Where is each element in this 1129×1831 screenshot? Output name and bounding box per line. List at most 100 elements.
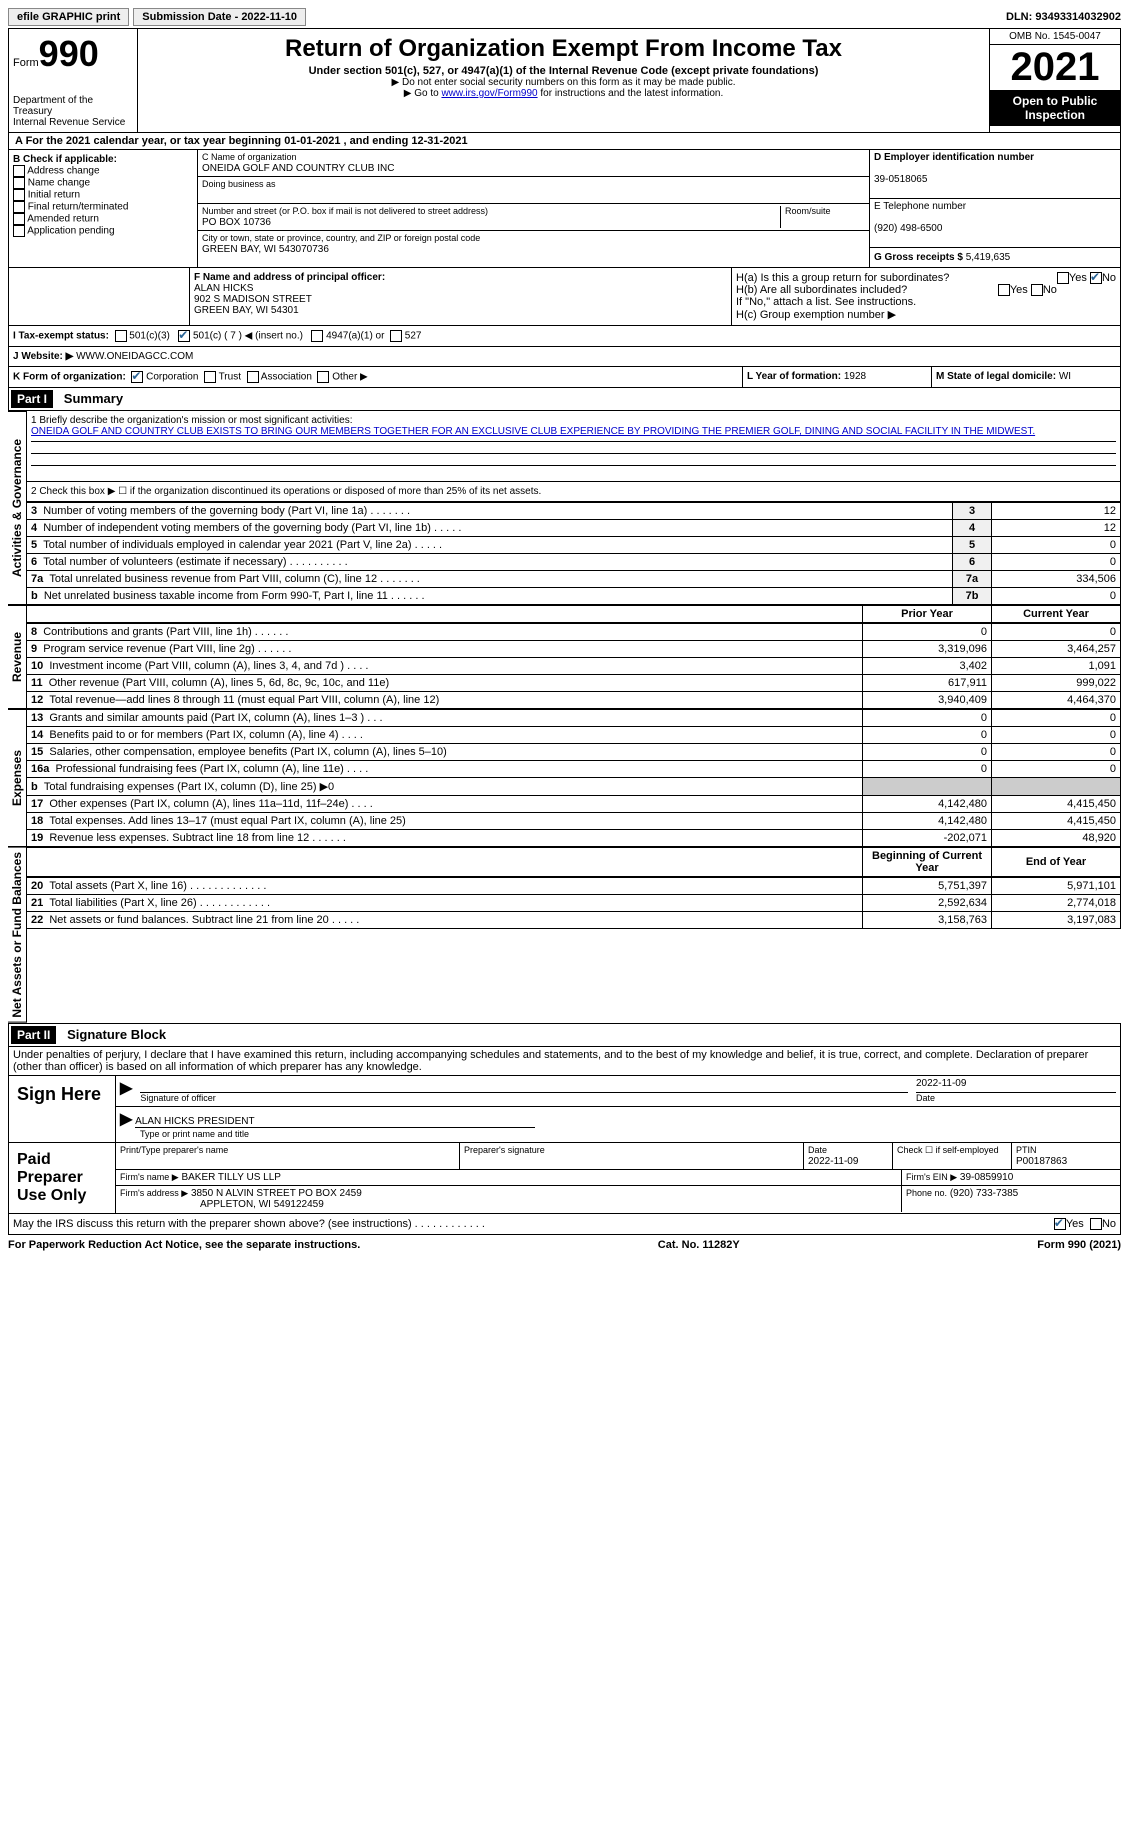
- tax-year: 2021: [990, 45, 1120, 90]
- table-row: 17 Other expenses (Part IX, column (A), …: [27, 796, 1121, 813]
- phone-label: E Telephone number: [874, 201, 966, 212]
- irs-label: Internal Revenue Service: [13, 117, 133, 128]
- hb-yes-checkbox[interactable]: [998, 284, 1010, 296]
- firm-addr2: APPLETON, WI 549122459: [120, 1199, 324, 1210]
- ein-value: 39-0518065: [874, 174, 927, 185]
- section-bcd: B Check if applicable: Address change Na…: [8, 150, 1121, 268]
- firm-ein-label: Firm's EIN ▶: [906, 1172, 957, 1182]
- arrow-icon: ▶: [120, 1111, 132, 1128]
- trust-checkbox[interactable]: [204, 371, 216, 383]
- table-row: 12 Total revenue—add lines 8 through 11 …: [27, 692, 1121, 709]
- tax-exempt-row: I Tax-exempt status: 501(c)(3) 501(c) ( …: [8, 326, 1121, 347]
- table-row: 4 Number of independent voting members o…: [27, 520, 1121, 537]
- table-row: 6 Total number of volunteers (estimate i…: [27, 554, 1121, 571]
- goto-note: ▶ Go to www.irs.gov/Form990 for instruct…: [142, 88, 985, 99]
- form-subtitle: Under section 501(c), 527, or 4947(a)(1)…: [142, 65, 985, 77]
- initial-return-checkbox[interactable]: [13, 189, 25, 201]
- name-change-checkbox[interactable]: [13, 177, 25, 189]
- net-header: Beginning of Current Year End of Year: [27, 847, 1121, 877]
- room-label: Room/suite: [785, 206, 831, 216]
- dba-label: Doing business as: [202, 179, 276, 189]
- 4947-checkbox[interactable]: [311, 330, 323, 342]
- line1-label: 1 Briefly describe the organization's mi…: [31, 415, 353, 426]
- table-row: 9 Program service revenue (Part VIII, li…: [27, 641, 1121, 658]
- form-org-label: K Form of organization:: [13, 372, 126, 383]
- table-row: b Total fundraising expenses (Part IX, c…: [27, 778, 1121, 796]
- footer-mid: Cat. No. 11282Y: [658, 1239, 740, 1251]
- top-bar: efile GRAPHIC print Submission Date - 20…: [8, 8, 1121, 26]
- phone-value: (920) 498-6500: [874, 223, 942, 234]
- irs-link[interactable]: www.irs.gov/Form990: [441, 88, 537, 99]
- arrow-icon: ▶: [120, 1078, 132, 1104]
- officer-label: F Name and address of principal officer:: [194, 272, 385, 283]
- form-header: Form990 Department of the Treasury Inter…: [8, 28, 1121, 133]
- other-checkbox[interactable]: [317, 371, 329, 383]
- discuss-no-checkbox[interactable]: [1090, 1218, 1102, 1230]
- website-row: J Website: ▶ WWW.ONEIDAGCC.COM: [8, 347, 1121, 367]
- firm-addr1: 3850 N ALVIN STREET PO BOX 2459: [191, 1188, 362, 1199]
- sig-date: 2022-11-09: [916, 1078, 1116, 1093]
- application-pending-checkbox[interactable]: [13, 225, 25, 237]
- ha-yes-checkbox[interactable]: [1057, 272, 1069, 284]
- section-b-label: B Check if applicable:: [13, 154, 117, 165]
- footer-right: Form 990 (2021): [1037, 1239, 1121, 1251]
- tax-exempt-label: I Tax-exempt status:: [13, 331, 109, 342]
- omb-number: OMB No. 1545-0047: [990, 29, 1120, 45]
- activities-governance-label: Activities & Governance: [8, 411, 27, 605]
- amended-return-checkbox[interactable]: [13, 213, 25, 225]
- city-label: City or town, state or province, country…: [202, 233, 480, 243]
- paid-preparer-label: Paid Preparer Use Only: [9, 1143, 116, 1213]
- discuss-label: May the IRS discuss this return with the…: [13, 1218, 1054, 1230]
- table-row: 14 Benefits paid to or for members (Part…: [27, 727, 1121, 744]
- final-return-checkbox[interactable]: [13, 201, 25, 213]
- discuss-yes-checkbox[interactable]: [1054, 1218, 1066, 1230]
- form-title: Return of Organization Exempt From Incom…: [142, 35, 985, 63]
- table-row: 3 Number of voting members of the govern…: [27, 503, 1121, 520]
- page-footer: For Paperwork Reduction Act Notice, see …: [8, 1235, 1121, 1251]
- form-org-row: K Form of organization: Corporation Trus…: [8, 367, 1121, 388]
- table-row: 5 Total number of individuals employed i…: [27, 537, 1121, 554]
- revenue-table: 8 Contributions and grants (Part VIII, l…: [27, 623, 1121, 709]
- open-inspection: Open to Public Inspection: [990, 90, 1120, 126]
- firm-ein: 39-0859910: [960, 1172, 1013, 1183]
- table-row: 7a Total unrelated business revenue from…: [27, 571, 1121, 588]
- table-row: 19 Revenue less expenses. Subtract line …: [27, 830, 1121, 847]
- mission-text: ONEIDA GOLF AND COUNTRY CLUB EXISTS TO B…: [31, 426, 1035, 437]
- table-row: 20 Total assets (Part X, line 16) . . . …: [27, 878, 1121, 895]
- paid-preparer-section: Paid Preparer Use Only Print/Type prepar…: [8, 1143, 1121, 1214]
- section-fh: F Name and address of principal officer:…: [8, 268, 1121, 326]
- 501c3-checkbox[interactable]: [115, 330, 127, 342]
- year-formation-label: L Year of formation:: [747, 371, 841, 382]
- officer-addr1: 902 S MADISON STREET: [194, 294, 312, 305]
- ha-no-checkbox[interactable]: [1090, 272, 1102, 284]
- officer-addr2: GREEN BAY, WI 54301: [194, 305, 299, 316]
- efile-print-button[interactable]: efile GRAPHIC print: [8, 8, 129, 26]
- table-row: 11 Other revenue (Part VIII, column (A),…: [27, 675, 1121, 692]
- 527-checkbox[interactable]: [390, 330, 402, 342]
- line2: 2 Check this box ▶ ☐ if the organization…: [27, 482, 1121, 502]
- address-change-checkbox[interactable]: [13, 165, 25, 177]
- officer-name-title: ALAN HICKS PRESIDENT: [135, 1116, 535, 1128]
- declaration: Under penalties of perjury, I declare th…: [8, 1047, 1121, 1076]
- activities-table: 3 Number of voting members of the govern…: [27, 502, 1121, 605]
- table-row: 8 Contributions and grants (Part VIII, l…: [27, 624, 1121, 641]
- part1-body: Activities & Governance 1 Briefly descri…: [8, 411, 1121, 605]
- dept-treasury: Department of the Treasury: [13, 95, 133, 117]
- expenses-table: 13 Grants and similar amounts paid (Part…: [27, 709, 1121, 847]
- officer-name-label: Type or print name and title: [120, 1129, 249, 1139]
- firm-name-label: Firm's name ▶: [120, 1172, 179, 1182]
- corp-checkbox[interactable]: [131, 371, 143, 383]
- hb-no-checkbox[interactable]: [1031, 284, 1043, 296]
- website-label: J Website: ▶: [13, 351, 73, 362]
- 501c-checkbox[interactable]: [178, 330, 190, 342]
- dln-label: DLN: 93493314032902: [1006, 11, 1121, 23]
- self-employed-label: Check ☐ if self-employed: [897, 1145, 999, 1155]
- assoc-checkbox[interactable]: [247, 371, 259, 383]
- firm-phone-label: Phone no.: [906, 1188, 947, 1198]
- org-city: GREEN BAY, WI 543070736: [202, 244, 329, 255]
- h-b-label: H(b) Are all subordinates included?: [736, 284, 907, 296]
- submission-date-button[interactable]: Submission Date - 2022-11-10: [133, 8, 306, 26]
- h-note: If "No," attach a list. See instructions…: [736, 296, 1116, 308]
- ein-label: D Employer identification number: [874, 152, 1034, 163]
- h-c-label: H(c) Group exemption number ▶: [736, 308, 1116, 321]
